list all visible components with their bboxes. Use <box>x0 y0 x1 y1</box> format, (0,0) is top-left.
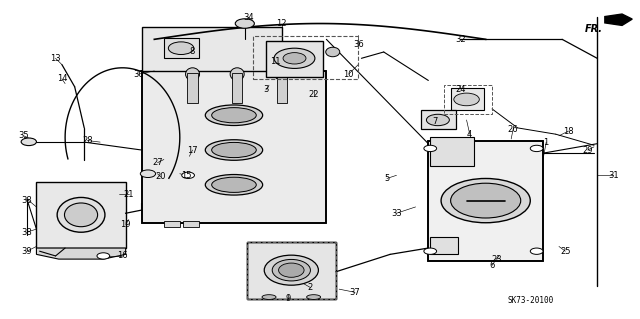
Text: 33: 33 <box>391 209 402 218</box>
Bar <box>420 110 456 130</box>
Text: 31: 31 <box>608 171 618 180</box>
Ellipse shape <box>264 255 319 285</box>
Text: 38: 38 <box>22 196 32 205</box>
Text: 21: 21 <box>124 190 134 199</box>
Bar <box>164 38 199 58</box>
Circle shape <box>531 248 543 254</box>
Bar <box>246 242 336 299</box>
Text: 18: 18 <box>563 127 574 136</box>
Text: 10: 10 <box>344 70 354 78</box>
Ellipse shape <box>205 174 262 195</box>
Circle shape <box>283 53 306 64</box>
Bar <box>266 41 323 77</box>
Bar <box>428 141 543 261</box>
Ellipse shape <box>205 140 262 160</box>
Bar <box>246 242 336 299</box>
Text: 13: 13 <box>51 54 61 63</box>
Text: 28: 28 <box>82 136 93 145</box>
Bar <box>276 72 287 103</box>
Ellipse shape <box>275 68 289 80</box>
Circle shape <box>274 48 315 69</box>
Bar <box>444 85 492 114</box>
Text: 6: 6 <box>490 261 495 270</box>
Text: 9: 9 <box>285 294 291 303</box>
Polygon shape <box>605 14 632 26</box>
Text: 8: 8 <box>190 48 195 56</box>
Text: FR.: FR. <box>585 24 603 33</box>
Circle shape <box>441 178 531 223</box>
Ellipse shape <box>278 263 304 277</box>
Polygon shape <box>36 248 125 259</box>
Ellipse shape <box>205 105 262 125</box>
Text: 14: 14 <box>57 74 67 83</box>
Circle shape <box>424 145 436 152</box>
Bar <box>141 71 326 223</box>
Text: 25: 25 <box>560 247 571 256</box>
Bar <box>183 220 199 227</box>
Ellipse shape <box>326 47 340 57</box>
Circle shape <box>182 172 195 178</box>
Ellipse shape <box>57 197 105 232</box>
Text: 27: 27 <box>152 158 163 167</box>
Text: 37: 37 <box>349 288 360 297</box>
Text: 38: 38 <box>22 228 32 237</box>
Text: 12: 12 <box>276 19 287 28</box>
Bar <box>232 72 243 103</box>
Text: 29: 29 <box>582 145 593 154</box>
Bar <box>141 27 282 71</box>
Ellipse shape <box>230 68 244 80</box>
Text: 34: 34 <box>243 13 254 22</box>
Circle shape <box>426 114 449 126</box>
Bar <box>246 242 336 299</box>
Text: 3: 3 <box>263 85 269 94</box>
Bar <box>429 237 458 254</box>
Text: 1: 1 <box>543 137 549 147</box>
Bar <box>188 72 198 103</box>
Circle shape <box>424 248 436 254</box>
Text: 23: 23 <box>492 255 502 263</box>
Circle shape <box>531 145 543 152</box>
Text: 7: 7 <box>432 117 437 126</box>
Circle shape <box>97 253 109 259</box>
Circle shape <box>454 93 479 106</box>
Text: 24: 24 <box>455 85 465 94</box>
Ellipse shape <box>307 295 321 300</box>
Bar <box>428 141 543 261</box>
Circle shape <box>21 138 36 145</box>
Text: 36: 36 <box>353 40 364 48</box>
Text: 35: 35 <box>19 131 29 140</box>
Ellipse shape <box>262 295 276 300</box>
Bar <box>36 182 125 248</box>
Ellipse shape <box>272 259 310 281</box>
Bar <box>164 220 180 227</box>
Text: 20: 20 <box>156 172 166 182</box>
Ellipse shape <box>65 203 98 227</box>
Text: 15: 15 <box>181 171 191 180</box>
Text: 32: 32 <box>455 35 465 44</box>
Text: 16: 16 <box>117 251 128 260</box>
Text: 5: 5 <box>384 174 390 183</box>
Circle shape <box>236 19 254 28</box>
Circle shape <box>451 183 521 218</box>
Bar <box>141 71 326 223</box>
Bar <box>451 88 484 110</box>
Circle shape <box>140 170 156 178</box>
Text: 22: 22 <box>308 90 319 99</box>
Text: 39: 39 <box>22 247 32 256</box>
Bar <box>429 137 474 166</box>
Ellipse shape <box>212 108 256 123</box>
Ellipse shape <box>186 68 200 80</box>
Circle shape <box>168 42 194 55</box>
Text: 4: 4 <box>467 130 472 139</box>
Text: 11: 11 <box>270 57 281 66</box>
Text: 30: 30 <box>133 70 144 78</box>
Text: 2: 2 <box>308 283 313 292</box>
Text: 26: 26 <box>508 125 518 134</box>
Ellipse shape <box>212 142 256 158</box>
Text: 17: 17 <box>188 145 198 154</box>
Text: 19: 19 <box>120 220 131 229</box>
Bar <box>253 36 358 79</box>
Ellipse shape <box>212 177 256 192</box>
Text: SK73-20100: SK73-20100 <box>507 296 554 305</box>
